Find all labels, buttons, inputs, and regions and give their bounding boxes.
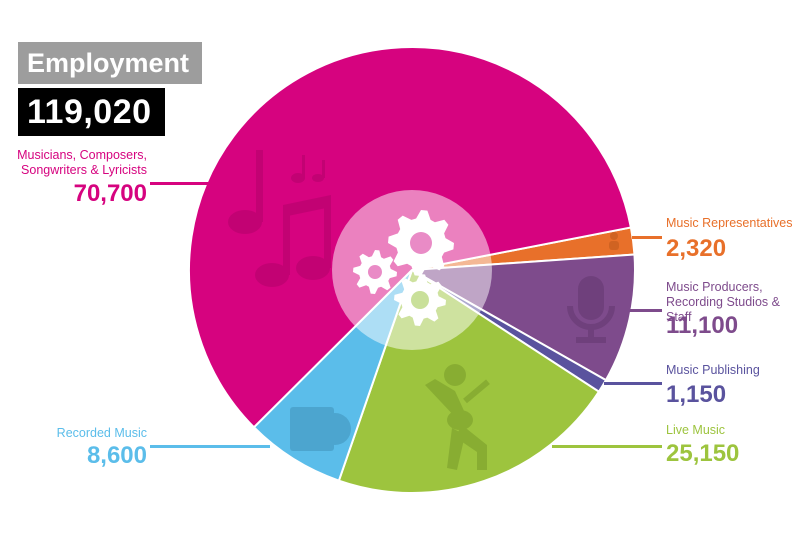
leader-musicians <box>150 182 212 185</box>
value-live: 25,150 <box>666 440 740 467</box>
value-recorded: 8,600 <box>86 442 147 469</box>
total-employment: 119,020 <box>18 88 165 136</box>
label-representatives: Music Representatives <box>666 216 793 230</box>
label-musicians-line2: Songwriters & Lyricists <box>21 163 147 177</box>
label-producers-line2: Recording Studios & Staff <box>666 295 780 324</box>
leader-producers <box>628 309 662 312</box>
album-icon <box>290 407 351 451</box>
guitarist-icon <box>425 364 490 470</box>
value-musicians: 70,700 <box>73 180 147 207</box>
label-recorded: Recorded Music <box>56 426 147 440</box>
person-icon <box>609 232 619 250</box>
gear-hole <box>368 265 382 279</box>
value-publishing: 1,150 <box>666 381 727 408</box>
leader-representatives <box>632 236 662 239</box>
label-musicians-line1: Musicians, Composers, <box>17 148 147 162</box>
microphone-icon <box>567 276 615 343</box>
leader-recorded <box>150 445 270 448</box>
gear-hole <box>410 232 432 254</box>
music-notes-icon <box>228 150 331 287</box>
label-musicians: Musicians, Composers, Songwriters & Lyri… <box>10 148 147 178</box>
gear-hole <box>411 291 429 309</box>
leader-live <box>552 445 662 448</box>
value-representatives: 2,320 <box>666 235 727 262</box>
label-live: Live Music <box>666 423 726 437</box>
label-publishing: Music Publishing <box>666 363 760 377</box>
label-producers-line1: Music Producers, <box>666 280 763 294</box>
gears-icon <box>353 210 454 326</box>
chart-title: Employment <box>18 42 202 84</box>
label-producers: Music Producers, Recording Studios & Sta… <box>666 280 806 325</box>
value-producers: 11,100 <box>666 312 739 339</box>
leader-publishing <box>604 382 662 385</box>
